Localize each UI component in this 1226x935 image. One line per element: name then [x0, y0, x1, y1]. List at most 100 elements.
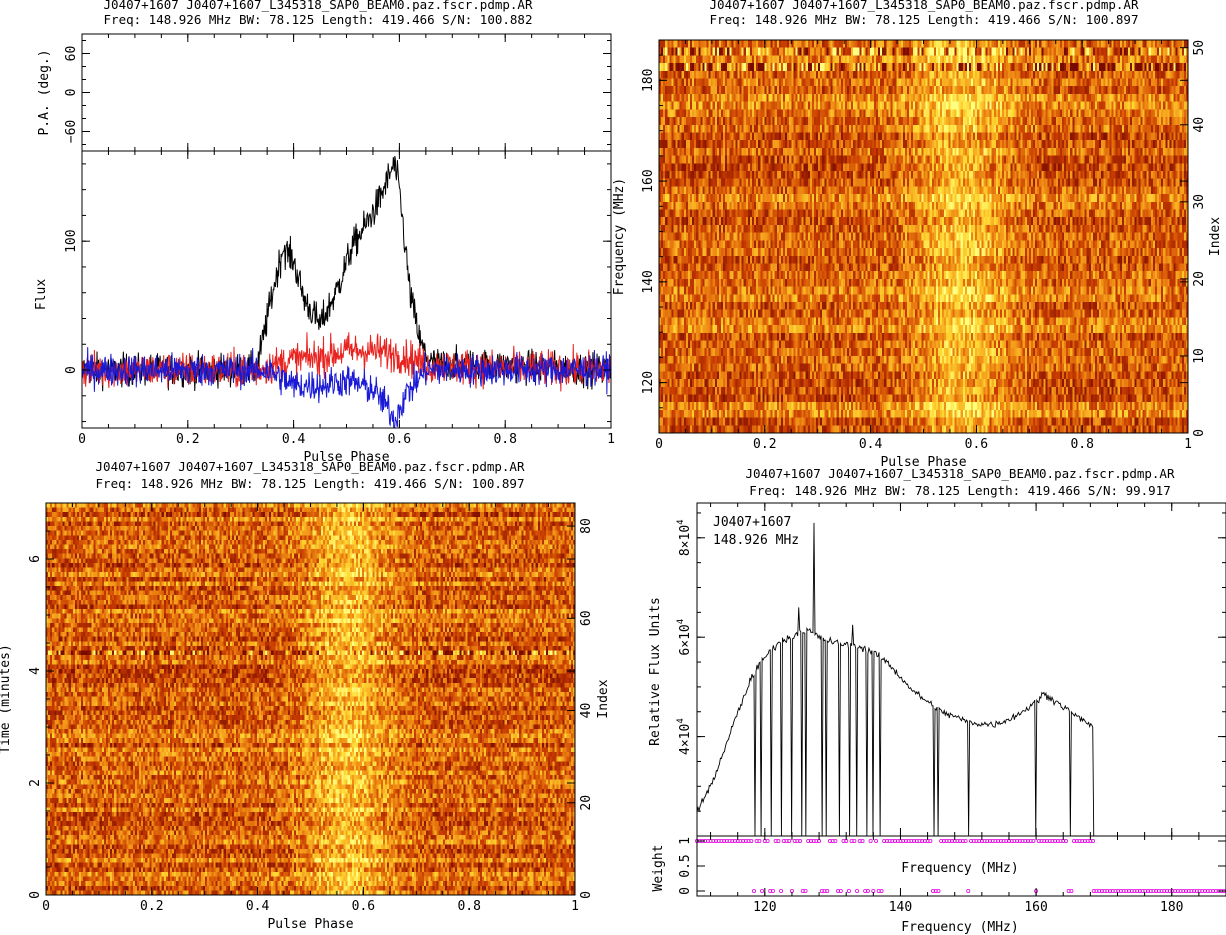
weight-point [1116, 889, 1121, 894]
weight-point [1102, 889, 1107, 894]
bp-y-tick-base: 8×10 [678, 525, 693, 556]
weight-point [732, 839, 737, 844]
weight-point [1080, 839, 1085, 844]
y-tick-label: 0 [64, 366, 79, 374]
weight-point [827, 839, 832, 844]
weight-point [1085, 839, 1090, 844]
weight-point [936, 889, 941, 894]
weight-point [985, 839, 990, 844]
flux-profile-panel: 0 0.2 0.4 0.6 0.8 1 0 100 Pulse Phase Flux [34, 150, 615, 465]
weight-point [879, 889, 884, 894]
weight-point [1004, 839, 1009, 844]
weight-point [933, 889, 938, 894]
weight-point [1042, 839, 1047, 844]
wt-ylabel: Weight [651, 845, 666, 892]
weight-point [749, 839, 754, 844]
x-tick-label: 0.4 [246, 899, 270, 914]
pt-y2label: Index [596, 679, 611, 718]
weight-point [852, 839, 857, 844]
y-tick-label: 0 [28, 891, 43, 899]
weight-point [990, 839, 995, 844]
weight-point [716, 839, 721, 844]
pt-ylabel: Time (minutes) [0, 644, 13, 754]
weight-point [1001, 839, 1006, 844]
weight-point [1047, 839, 1052, 844]
weight-point [713, 839, 718, 844]
weight-point [1178, 889, 1183, 894]
x-tick-label: 0.2 [140, 899, 163, 914]
weight-point [863, 889, 868, 894]
wt-xlabel: Frequency (MHz) [901, 920, 1018, 935]
weight-point [1175, 889, 1180, 894]
bandpass-title-line1: J0407+1607 J0407+1607_L345318_SAP0_BEAM0… [746, 466, 1175, 481]
pa-frame [81, 33, 612, 152]
phase-freq-title-line2: Freq: 148.926 MHz BW: 78.125 Length: 419… [710, 12, 1139, 27]
pt-xlabel: Pulse Phase [267, 917, 353, 932]
weight-point [922, 839, 927, 844]
y-tick-label: 180 [641, 69, 656, 92]
y2-tick-label: 20 [1192, 271, 1207, 287]
x-tick-label: 0.8 [493, 432, 516, 447]
bp-y-tick-exp: 4 [676, 718, 686, 723]
weight-point [760, 889, 765, 894]
weight-point [1165, 889, 1170, 894]
weight-point [1017, 839, 1022, 844]
weight-point [779, 889, 784, 894]
weight-point [1036, 839, 1041, 844]
phase-freq-title: J0407+1607 J0407+1607_L345318_SAP0_BEAM0… [710, 0, 1139, 27]
x-tick-label: 0.6 [965, 437, 988, 452]
weight-point [838, 889, 843, 894]
phase-freq-title-line1: J0407+1607 J0407+1607_L345318_SAP0_BEAM0… [710, 0, 1139, 12]
series-I-line [82, 155, 611, 392]
weight-point [906, 839, 911, 844]
weight-point [1151, 889, 1156, 894]
x-tick-label: 0.2 [753, 437, 776, 452]
weight-point [841, 839, 846, 844]
y2-tick-label: 0 [579, 891, 594, 899]
weight-point [754, 839, 759, 844]
weight-point [1189, 889, 1194, 894]
weight-point [1129, 889, 1134, 894]
weight-point [781, 839, 786, 844]
y-tick-label: 120 [641, 371, 656, 394]
x-tick-label: 1 [607, 432, 615, 447]
weight-point [1023, 839, 1028, 844]
weight-point [1132, 889, 1137, 894]
weight-point [1211, 889, 1216, 894]
weight-point [939, 839, 944, 844]
bp-y-tick-exp: 4 [676, 519, 686, 524]
weight-point [1015, 839, 1020, 844]
y-tick-label: 100 [64, 229, 79, 252]
weight-point [909, 839, 914, 844]
weight-point [825, 889, 830, 894]
weight-point [963, 839, 968, 844]
flux-ylabel: Flux [34, 279, 49, 310]
weight-point [855, 889, 860, 894]
phase-frequency-panel: 0 0.2 0.4 0.6 0.8 1 120 140 160 180 0 10 20 30 40 50 Pul… [612, 39, 1223, 470]
weight-point [776, 839, 781, 844]
weight-point [1197, 889, 1202, 894]
x-tick-label: 1 [571, 899, 579, 914]
bandpass-line [697, 522, 1095, 836]
weight-point [993, 839, 998, 844]
weight-point [868, 839, 873, 844]
y2-tick-label: 0 [1192, 429, 1207, 437]
weight-point [1072, 839, 1077, 844]
weight-point [1202, 889, 1207, 894]
wt-x-tick-label: 120 [753, 900, 776, 915]
x-tick-label: 0.2 [176, 432, 199, 447]
wt-x-tick-label: 160 [1024, 900, 1047, 915]
weight-point [1063, 839, 1068, 844]
weight-point [1154, 889, 1159, 894]
weight-point [819, 889, 824, 894]
weight-point [1091, 839, 1096, 844]
weight-point [893, 839, 898, 844]
bp-y-tick-label: 4×104 [676, 718, 693, 755]
x-tick-label: 0.6 [352, 899, 375, 914]
weight-point [724, 839, 729, 844]
weight-point [795, 839, 800, 844]
weight-point [1162, 889, 1167, 894]
weight-point [887, 839, 892, 844]
